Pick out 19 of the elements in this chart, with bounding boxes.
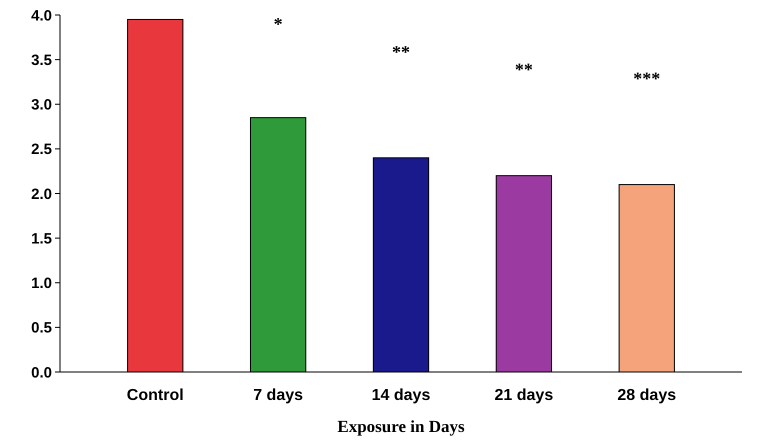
y-tick-label: 3.5 <box>31 52 52 69</box>
y-tick-label: 2.5 <box>31 141 52 158</box>
y-tick-label: 4.0 <box>31 7 52 24</box>
x-axis-title: Exposure in Days <box>337 417 465 436</box>
x-tick-label: 21 days <box>494 387 554 404</box>
y-tick-label: 0.5 <box>31 320 52 337</box>
y-tick-label: 3.0 <box>31 96 52 114</box>
annotation: ** <box>514 60 533 80</box>
y-tick-label: 2.0 <box>31 186 52 203</box>
x-tick-label: 14 days <box>372 387 430 404</box>
x-tick-label: 28 days <box>617 387 676 404</box>
y-tick-label: 1.0 <box>31 275 52 292</box>
y-tick-label: 1.5 <box>31 230 52 248</box>
annotation: ** <box>392 42 410 62</box>
annotation: * <box>274 14 283 34</box>
annotation: *** <box>633 68 660 89</box>
x-tick-label: Control <box>126 387 184 404</box>
y-tick-label: 0.0 <box>31 364 52 382</box>
x-tick-label: 7 days <box>253 387 304 404</box>
